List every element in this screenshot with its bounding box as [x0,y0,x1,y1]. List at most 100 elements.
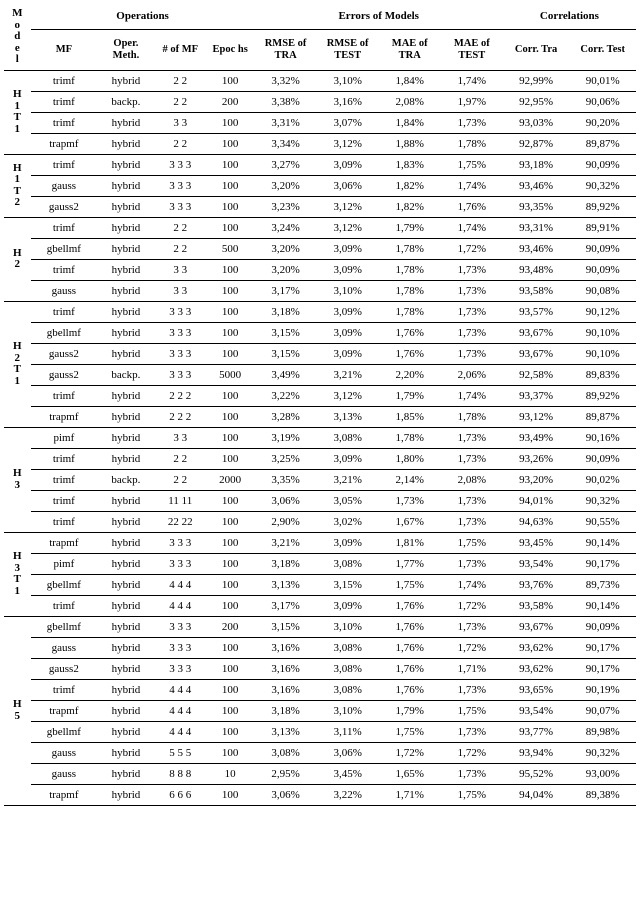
table-cell: 90,01% [569,70,636,91]
header-mae-test: MAE of TEST [441,29,503,70]
table-cell: gauss2 [31,196,98,217]
table-cell: 1,85% [379,406,441,427]
table-cell: 3 3 [155,259,206,280]
table-cell: 3,19% [255,427,317,448]
table-cell: 1,75% [379,574,441,595]
table-cell: 92,87% [503,133,570,154]
table-cell: 3 3 3 [155,175,206,196]
table-cell: 3 3 3 [155,616,206,637]
table-cell: 1,80% [379,448,441,469]
table-cell: 3,16% [255,679,317,700]
table-cell: 1,81% [379,532,441,553]
header-corr-tra: Corr. Tra [503,29,570,70]
table-cell: 1,74% [441,217,503,238]
table-cell: 100 [206,700,255,721]
table-cell: 92,95% [503,91,570,112]
table-cell: 1,78% [379,238,441,259]
table-cell: 4 4 4 [155,700,206,721]
table-cell: 1,78% [379,259,441,280]
table-cell: 1,76% [379,322,441,343]
table-cell: 3,09% [317,448,379,469]
table-cell: hybrid [97,763,155,784]
table-cell: 1,73% [441,112,503,133]
table-cell: 90,20% [569,112,636,133]
table-cell: 3 3 3 [155,322,206,343]
table-cell: 1,73% [441,763,503,784]
table-cell: gbellmf [31,238,98,259]
table-cell: 2 2 [155,238,206,259]
results-table: M o d e l Operations Errors of Models Co… [4,4,636,806]
table-cell: 2 2 2 [155,385,206,406]
table-cell: gauss [31,637,98,658]
table-cell: 100 [206,679,255,700]
table-cell: 90,17% [569,553,636,574]
header-nmf: # of MF [155,29,206,70]
table-cell: 90,10% [569,343,636,364]
table-cell: 100 [206,154,255,175]
table-cell: 3,10% [317,280,379,301]
model-label: H 5 [4,616,31,805]
table-cell: 3,02% [317,511,379,532]
table-cell: 3,10% [317,70,379,91]
table-cell: hybrid [97,532,155,553]
table-cell: 93,20% [503,469,570,490]
table-cell: hybrid [97,784,155,805]
table-cell: backp. [97,364,155,385]
table-cell: backp. [97,91,155,112]
table-cell: gauss [31,742,98,763]
table-cell: 1,76% [379,658,441,679]
table-cell: 1,71% [441,658,503,679]
table-cell: 92,58% [503,364,570,385]
table-cell: 93,37% [503,385,570,406]
table-cell: gbellmf [31,574,98,595]
table-cell: 3,45% [317,763,379,784]
table-cell: 1,72% [441,742,503,763]
table-cell: 3,08% [317,637,379,658]
table-cell: 90,09% [569,448,636,469]
table-cell: 1,79% [379,217,441,238]
table-cell: 94,04% [503,784,570,805]
table-cell: gauss [31,763,98,784]
table-cell: 3,12% [317,133,379,154]
table-cell: 89,73% [569,574,636,595]
table-cell: 1,78% [441,406,503,427]
table-cell: 93,26% [503,448,570,469]
table-cell: 1,73% [441,679,503,700]
table-cell: hybrid [97,133,155,154]
table-cell: 1,75% [441,154,503,175]
table-cell: 2,06% [441,364,503,385]
table-cell: 100 [206,343,255,364]
table-cell: 100 [206,259,255,280]
table-cell: 1,78% [441,133,503,154]
table-cell: 90,17% [569,658,636,679]
table-cell: 93,46% [503,175,570,196]
table-cell: 1,84% [379,70,441,91]
table-cell: 1,74% [441,70,503,91]
table-cell: 1,73% [441,721,503,742]
table-cell: 6 6 6 [155,784,206,805]
table-cell: 2 2 [155,469,206,490]
table-cell: 93,62% [503,637,570,658]
table-cell: 2 2 [155,448,206,469]
table-cell: trimf [31,385,98,406]
table-cell: 100 [206,721,255,742]
table-cell: 100 [206,301,255,322]
table-cell: 1,75% [441,700,503,721]
table-cell: hybrid [97,679,155,700]
table-cell: 3,09% [317,154,379,175]
table-cell: 1,73% [441,616,503,637]
table-cell: 1,78% [379,301,441,322]
header-rmse-tra: RMSE of TRA [255,29,317,70]
table-cell: 100 [206,448,255,469]
table-cell: backp. [97,469,155,490]
table-cell: 89,98% [569,721,636,742]
table-cell: 90,02% [569,469,636,490]
table-cell: 1,77% [379,553,441,574]
table-cell: 93,67% [503,343,570,364]
table-cell: 3 3 3 [155,553,206,574]
table-cell: 3,08% [317,679,379,700]
table-cell: 90,14% [569,595,636,616]
table-cell: 3,10% [317,616,379,637]
table-cell: 3 3 3 [155,154,206,175]
table-cell: 1,73% [441,553,503,574]
